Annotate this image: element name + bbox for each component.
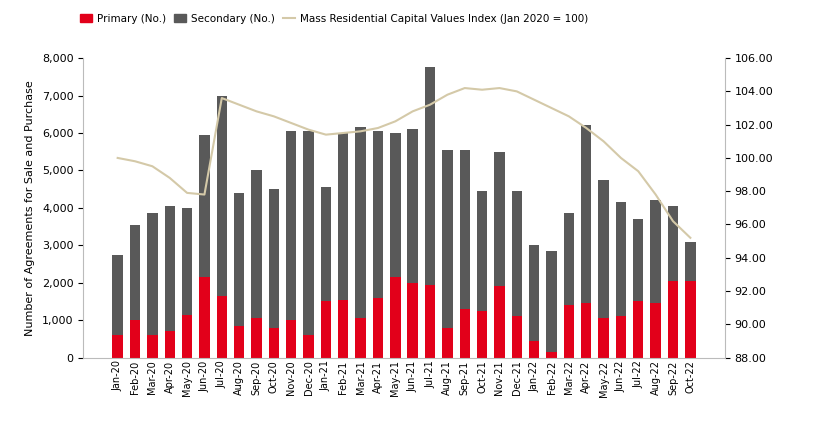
Bar xyxy=(442,150,452,328)
Bar xyxy=(425,285,436,358)
Bar xyxy=(390,277,401,358)
Bar xyxy=(373,298,383,358)
Bar xyxy=(303,335,314,358)
Bar xyxy=(321,301,332,358)
Bar xyxy=(685,281,696,358)
Bar xyxy=(651,304,661,358)
Bar xyxy=(460,309,470,358)
Bar xyxy=(494,152,505,287)
Bar xyxy=(199,135,210,277)
Y-axis label: Number of Agreements for Sale and Purchase: Number of Agreements for Sale and Purcha… xyxy=(25,80,35,336)
Bar xyxy=(407,129,418,283)
Bar xyxy=(182,208,192,315)
Bar xyxy=(598,180,609,318)
Bar xyxy=(217,296,227,358)
Bar xyxy=(252,170,262,318)
Bar xyxy=(268,189,279,328)
Legend: Primary (No.), Secondary (No.), Mass Residential Capital Values Index (Jan 2020 : Primary (No.), Secondary (No.), Mass Res… xyxy=(76,9,592,28)
Bar xyxy=(165,206,175,331)
Bar xyxy=(633,301,644,358)
Bar xyxy=(598,318,609,358)
Bar xyxy=(182,315,192,358)
Bar xyxy=(685,241,696,281)
Bar xyxy=(616,316,626,358)
Bar xyxy=(546,251,556,352)
Bar xyxy=(511,191,522,316)
Bar xyxy=(511,316,522,358)
Bar xyxy=(373,131,383,298)
Bar xyxy=(252,318,262,358)
Bar xyxy=(165,331,175,358)
Bar xyxy=(338,133,348,299)
Bar xyxy=(546,352,556,358)
Bar xyxy=(234,193,244,326)
Bar xyxy=(356,127,366,318)
Bar xyxy=(460,150,470,309)
Bar xyxy=(112,255,123,335)
Bar xyxy=(651,200,661,304)
Bar xyxy=(581,304,591,358)
Bar xyxy=(286,320,297,358)
Bar xyxy=(494,287,505,358)
Bar xyxy=(581,126,591,304)
Bar xyxy=(130,225,140,320)
Bar xyxy=(147,335,157,358)
Bar xyxy=(668,281,678,358)
Bar xyxy=(217,96,227,296)
Bar xyxy=(130,320,140,358)
Bar xyxy=(112,335,123,358)
Bar xyxy=(407,283,418,358)
Bar xyxy=(442,328,452,358)
Bar xyxy=(425,67,436,285)
Bar xyxy=(564,214,574,305)
Bar xyxy=(338,299,348,358)
Bar xyxy=(476,311,487,358)
Bar xyxy=(616,202,626,316)
Bar xyxy=(476,191,487,311)
Bar xyxy=(286,131,297,320)
Bar xyxy=(633,219,644,301)
Bar xyxy=(199,277,210,358)
Bar xyxy=(268,328,279,358)
Bar xyxy=(234,326,244,358)
Bar xyxy=(321,187,332,301)
Bar xyxy=(390,133,401,277)
Bar xyxy=(668,206,678,281)
Bar xyxy=(529,245,540,341)
Bar xyxy=(147,214,157,335)
Bar xyxy=(356,318,366,358)
Bar xyxy=(529,341,540,358)
Bar xyxy=(564,305,574,358)
Bar xyxy=(303,131,314,335)
